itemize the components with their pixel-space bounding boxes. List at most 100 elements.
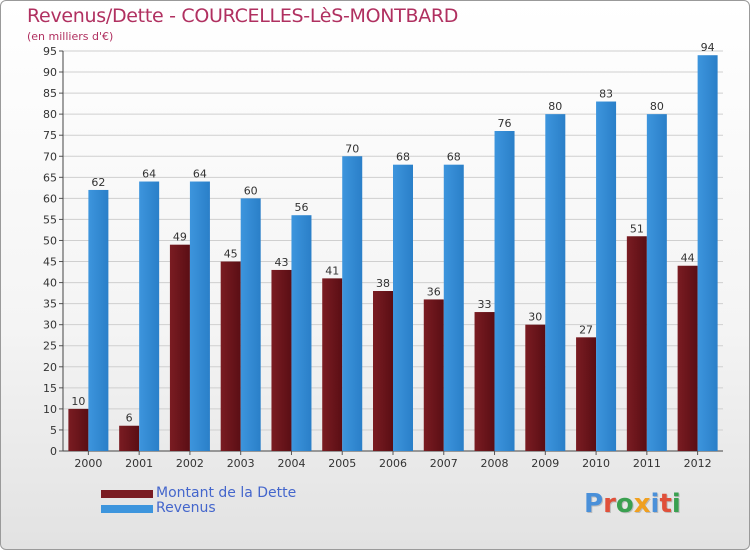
data-label-dette: 33 bbox=[478, 298, 492, 311]
bar-dette bbox=[525, 324, 546, 451]
x-tick-label: 2008 bbox=[481, 457, 509, 470]
data-label-dette: 45 bbox=[224, 248, 238, 261]
bar-revenus bbox=[189, 181, 210, 452]
data-label-dette: 6 bbox=[126, 412, 133, 425]
bar-dette bbox=[423, 299, 444, 451]
chart-subtitle: (en milliers d'€) bbox=[27, 30, 114, 43]
data-label-dette: 10 bbox=[71, 395, 85, 408]
bar-dette bbox=[626, 236, 647, 451]
data-label-revenus: 60 bbox=[244, 184, 258, 197]
bar-dette bbox=[677, 265, 698, 451]
data-label-revenus: 64 bbox=[193, 168, 207, 181]
y-tick-label: 55 bbox=[43, 213, 57, 226]
bar-dette bbox=[68, 408, 89, 451]
y-tick-label: 5 bbox=[50, 424, 57, 437]
bar-dette bbox=[576, 337, 597, 451]
bar-dette bbox=[119, 425, 140, 451]
data-label-revenus: 70 bbox=[345, 142, 359, 155]
chart-title: Revenus/Dette - COURCELLES-LèS-MONTBARD bbox=[27, 5, 459, 27]
y-tick-label: 20 bbox=[43, 361, 57, 374]
data-label-dette: 51 bbox=[630, 222, 644, 235]
x-tick-label: 2001 bbox=[125, 457, 153, 470]
bar-revenus bbox=[443, 164, 464, 451]
x-tick-label: 2007 bbox=[430, 457, 458, 470]
legend-swatch-revenus bbox=[101, 505, 153, 513]
logo-letter: o bbox=[615, 489, 634, 519]
bar-dette bbox=[220, 261, 241, 451]
bar-dette bbox=[322, 278, 343, 451]
y-tick-label: 50 bbox=[43, 234, 57, 247]
y-tick-label: 25 bbox=[43, 340, 57, 353]
data-label-revenus: 80 bbox=[650, 100, 664, 113]
logo-letter: i bbox=[650, 489, 660, 519]
data-label-dette: 49 bbox=[173, 231, 187, 244]
data-label-revenus: 62 bbox=[91, 176, 105, 189]
logo-letter: r bbox=[603, 489, 616, 519]
logo-letter: t bbox=[659, 489, 672, 519]
data-label-revenus: 64 bbox=[142, 168, 156, 181]
x-tick-label: 2010 bbox=[582, 457, 610, 470]
y-tick-label: 0 bbox=[50, 445, 57, 458]
data-label-revenus: 56 bbox=[294, 201, 308, 214]
bar-revenus bbox=[646, 114, 667, 451]
data-label-dette: 36 bbox=[427, 285, 441, 298]
data-label-dette: 41 bbox=[325, 264, 339, 277]
data-label-dette: 38 bbox=[376, 277, 390, 290]
legend-label-dette: Montant de la Dette bbox=[156, 485, 297, 501]
logo-letter: P bbox=[584, 489, 604, 519]
x-tick-label: 2011 bbox=[633, 457, 661, 470]
data-label-revenus: 94 bbox=[701, 41, 715, 54]
bar-revenus bbox=[393, 164, 413, 451]
y-tick-label: 80 bbox=[43, 108, 57, 121]
labels: 0 5 10 15 20 25 30 35 40 45 50 55 60 65 70 75 80 85 90 95 10… bbox=[43, 41, 715, 470]
bar-dette bbox=[271, 269, 292, 451]
data-label-dette: 44 bbox=[681, 252, 695, 265]
bar-revenus bbox=[88, 189, 109, 451]
data-label-revenus: 76 bbox=[498, 117, 512, 130]
y-tick-label: 60 bbox=[43, 192, 57, 205]
y-tick-label: 35 bbox=[43, 298, 57, 311]
legend-label-revenus: Revenus bbox=[156, 500, 216, 516]
y-tick-label: 45 bbox=[43, 256, 57, 269]
y-tick-label: 90 bbox=[43, 66, 57, 79]
logo-letter: i bbox=[671, 489, 681, 519]
bar-revenus bbox=[342, 156, 363, 451]
x-tick-label: 2000 bbox=[74, 457, 102, 470]
bar-revenus bbox=[139, 181, 160, 452]
x-tick-label: 2009 bbox=[531, 457, 559, 470]
y-tick-label: 75 bbox=[43, 129, 57, 142]
bar-revenus bbox=[291, 215, 312, 451]
bar-dette bbox=[474, 312, 495, 451]
x-tick-label: 2002 bbox=[176, 457, 204, 470]
data-label-dette: 30 bbox=[528, 311, 542, 324]
y-tick-label: 10 bbox=[43, 403, 57, 416]
x-tick-label: 2012 bbox=[684, 457, 712, 470]
legend-swatch-dette bbox=[101, 490, 153, 498]
y-tick-label: 95 bbox=[43, 45, 57, 58]
bar-revenus bbox=[545, 114, 566, 451]
data-label-dette: 43 bbox=[274, 256, 288, 269]
bar-revenus bbox=[697, 55, 718, 452]
bars bbox=[68, 55, 718, 452]
x-tick-label: 2003 bbox=[227, 457, 255, 470]
y-tick-label: 40 bbox=[43, 277, 57, 290]
bar-dette bbox=[373, 291, 393, 451]
x-tick-label: 2004 bbox=[277, 457, 305, 470]
data-label-revenus: 68 bbox=[396, 151, 410, 164]
y-tick-label: 15 bbox=[43, 382, 57, 395]
data-label-revenus: 80 bbox=[548, 100, 562, 113]
logo-letter: x bbox=[633, 489, 651, 519]
bar-revenus bbox=[240, 198, 261, 451]
bar-dette bbox=[169, 244, 190, 451]
y-tick-label: 65 bbox=[43, 171, 57, 184]
x-tick-label: 2006 bbox=[379, 457, 407, 470]
bar-revenus bbox=[494, 131, 515, 451]
y-tick-label: 85 bbox=[43, 87, 57, 100]
data-label-revenus: 83 bbox=[599, 88, 613, 101]
proxiti-logo: Proxiti bbox=[584, 489, 681, 519]
bar-revenus bbox=[596, 101, 617, 452]
y-tick-label: 30 bbox=[43, 319, 57, 332]
x-tick-label: 2005 bbox=[328, 457, 356, 470]
data-label-dette: 27 bbox=[579, 323, 593, 336]
